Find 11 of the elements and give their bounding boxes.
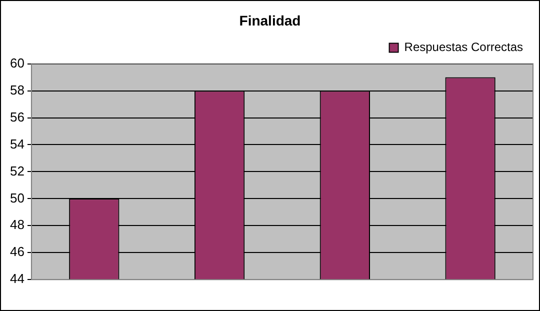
y-tick-label: 56 <box>10 109 24 124</box>
y-tick-label: 54 <box>10 136 24 152</box>
y-tick-label: 58 <box>10 82 24 98</box>
y-tick-label: 52 <box>10 163 24 178</box>
y-tick-label: 48 <box>10 217 24 232</box>
legend-label: Respuestas Correctas <box>404 40 523 54</box>
y-tick-label: 60 <box>10 55 24 70</box>
y-tick-label: 50 <box>10 190 24 206</box>
y-tick-label: 44 <box>10 271 24 286</box>
chart-title: Finalidad <box>239 12 301 28</box>
y-tick-label: 46 <box>10 244 24 260</box>
